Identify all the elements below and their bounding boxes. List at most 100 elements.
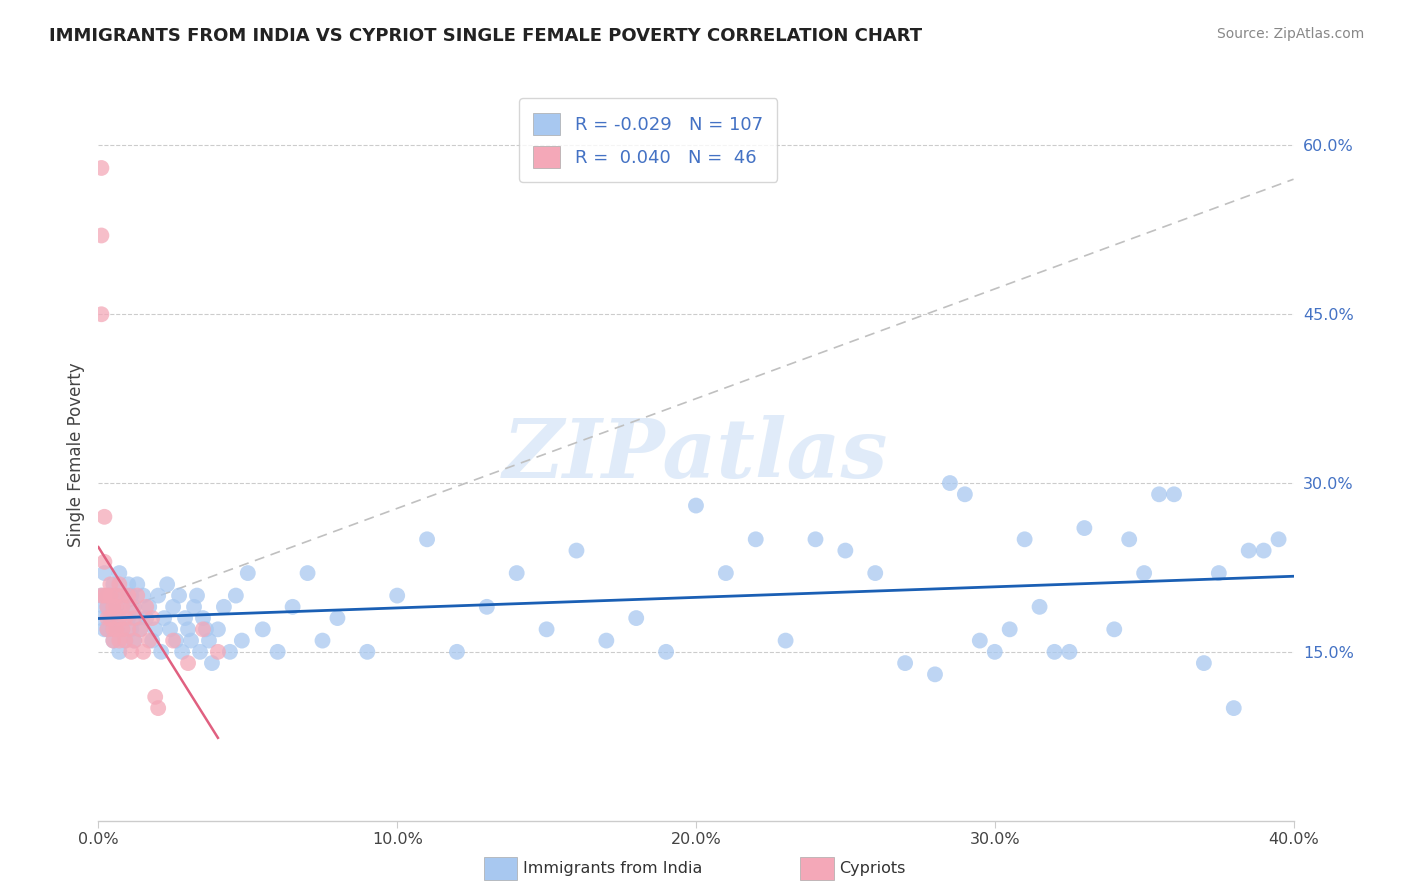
Point <box>595 633 617 648</box>
Point <box>93 509 115 524</box>
Point <box>1059 645 1081 659</box>
Point <box>1163 487 1185 501</box>
Point <box>90 611 112 625</box>
Point <box>124 633 146 648</box>
Point <box>120 589 142 603</box>
Point <box>108 577 131 591</box>
Point <box>127 611 149 625</box>
Text: Cypriots: Cypriots <box>839 862 905 876</box>
Point <box>714 566 737 580</box>
Point <box>114 633 136 648</box>
Point <box>141 611 163 625</box>
Point <box>129 623 152 637</box>
Point <box>311 633 333 648</box>
Point <box>1043 645 1066 659</box>
Point <box>93 566 115 580</box>
Point <box>96 623 118 637</box>
Point <box>108 566 131 580</box>
Point <box>195 623 218 637</box>
Point <box>93 623 115 637</box>
Point <box>207 645 229 659</box>
Point <box>124 633 146 648</box>
Point <box>183 599 205 614</box>
Point <box>120 645 142 659</box>
Point <box>177 656 200 670</box>
Point <box>1073 521 1095 535</box>
Point <box>1253 543 1275 558</box>
Point <box>105 599 128 614</box>
Point <box>281 599 304 614</box>
Point <box>162 633 184 648</box>
Point <box>103 599 125 614</box>
Point <box>93 599 115 614</box>
Point <box>143 690 166 704</box>
Point <box>141 633 163 648</box>
Point <box>103 633 125 648</box>
Point <box>129 623 152 637</box>
Point <box>475 599 498 614</box>
Point <box>105 623 128 637</box>
Point <box>655 645 678 659</box>
Point <box>120 623 142 637</box>
Point <box>626 611 648 625</box>
Point <box>117 589 139 603</box>
Point <box>207 623 229 637</box>
Point <box>93 555 115 569</box>
Point <box>685 499 707 513</box>
Point <box>96 599 118 614</box>
Point <box>225 589 247 603</box>
Point <box>103 623 125 637</box>
Point <box>103 633 125 648</box>
Point <box>96 589 118 603</box>
Point <box>252 623 274 637</box>
Point <box>177 623 200 637</box>
Point <box>162 599 184 614</box>
Point <box>138 633 160 648</box>
Point <box>1014 533 1036 547</box>
Point <box>103 623 125 637</box>
Point <box>506 566 529 580</box>
Text: Source: ZipAtlas.com: Source: ZipAtlas.com <box>1216 27 1364 41</box>
Point <box>143 623 166 637</box>
Point <box>385 589 409 603</box>
Point <box>98 589 122 603</box>
Point <box>1223 701 1246 715</box>
Point <box>267 645 290 659</box>
Point <box>98 577 122 591</box>
Point <box>180 633 202 648</box>
Point <box>124 599 146 614</box>
Point <box>105 589 128 603</box>
Point <box>135 611 157 625</box>
Point <box>90 589 112 603</box>
Point <box>117 611 139 625</box>
Point <box>111 623 134 637</box>
Point <box>297 566 319 580</box>
Point <box>98 611 122 625</box>
Point <box>326 611 349 625</box>
Point <box>111 599 134 614</box>
Point <box>96 623 118 637</box>
Point <box>135 599 157 614</box>
Point <box>191 623 214 637</box>
Point <box>90 228 112 243</box>
Point <box>111 599 134 614</box>
Point <box>96 599 118 614</box>
Point <box>998 623 1021 637</box>
Point <box>117 577 139 591</box>
Legend: R = -0.029   N = 107, R =  0.040   N =  46: R = -0.029 N = 107, R = 0.040 N = 46 <box>519 98 778 182</box>
Point <box>565 543 588 558</box>
Point <box>150 645 173 659</box>
Point <box>138 599 160 614</box>
Point <box>1118 533 1140 547</box>
Point <box>984 645 1007 659</box>
Point <box>834 543 856 558</box>
Point <box>105 589 128 603</box>
Text: ZIPatlas: ZIPatlas <box>503 415 889 495</box>
Point <box>127 589 149 603</box>
Point <box>127 577 149 591</box>
Point <box>148 589 170 603</box>
Point <box>745 533 768 547</box>
Point <box>1147 487 1170 501</box>
Point <box>156 577 179 591</box>
Point <box>90 307 112 321</box>
